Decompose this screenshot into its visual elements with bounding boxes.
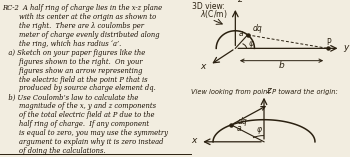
Text: figures show an arrow representing: figures show an arrow representing [2, 67, 142, 75]
Text: x: x [191, 136, 196, 145]
Text: z: z [266, 86, 270, 95]
Text: meter of charge evenly distributed along: meter of charge evenly distributed along [2, 31, 160, 39]
Text: is equal to zero, you may use the symmetry: is equal to zero, you may use the symmet… [2, 129, 168, 137]
Text: dq: dq [252, 24, 262, 33]
Text: RC-2  A half ring of charge lies in the x-z plane: RC-2 A half ring of charge lies in the x… [2, 4, 162, 12]
Text: a) Sketch on your paper figures like the: a) Sketch on your paper figures like the [2, 49, 145, 57]
Text: magnitude of the x, y and z components: magnitude of the x, y and z components [2, 102, 156, 110]
Text: of doing the calculations.: of doing the calculations. [2, 147, 106, 155]
Text: View looking from point P toward the origin:: View looking from point P toward the ori… [191, 89, 337, 95]
Text: y: y [344, 43, 349, 52]
Text: $\varphi$: $\varphi$ [248, 39, 255, 50]
Text: $\lambda$(C/m): $\lambda$(C/m) [200, 8, 228, 20]
Text: z: z [237, 0, 242, 4]
Text: b) Use Coulomb’s law to calculate the: b) Use Coulomb’s law to calculate the [2, 93, 138, 101]
Text: the right.  There are λ coulombs per: the right. There are λ coulombs per [2, 22, 144, 30]
Text: x: x [200, 62, 206, 71]
Text: the electric field at the point P that is: the electric field at the point P that i… [2, 76, 148, 84]
Text: half ring of charge.  If any component: half ring of charge. If any component [2, 120, 149, 128]
Text: argument to explain why it is zero instead: argument to explain why it is zero inste… [2, 138, 163, 146]
Text: 3D view:: 3D view: [193, 2, 225, 11]
Text: dq: dq [238, 117, 247, 126]
Text: a: a [239, 29, 243, 38]
Text: produced by source charge element dq.: produced by source charge element dq. [2, 84, 156, 92]
Text: figures shown to the right.  On your: figures shown to the right. On your [2, 58, 142, 66]
Text: the ring, which has radius ‘a’.: the ring, which has radius ‘a’. [2, 40, 121, 48]
Text: of the total electric field at P due to the: of the total electric field at P due to … [2, 111, 154, 119]
Text: a: a [237, 125, 241, 133]
Text: with its center at the origin as shown to: with its center at the origin as shown t… [2, 13, 156, 21]
Text: P: P [326, 38, 331, 47]
Text: b: b [279, 61, 285, 70]
Text: $\varphi$: $\varphi$ [256, 125, 263, 136]
